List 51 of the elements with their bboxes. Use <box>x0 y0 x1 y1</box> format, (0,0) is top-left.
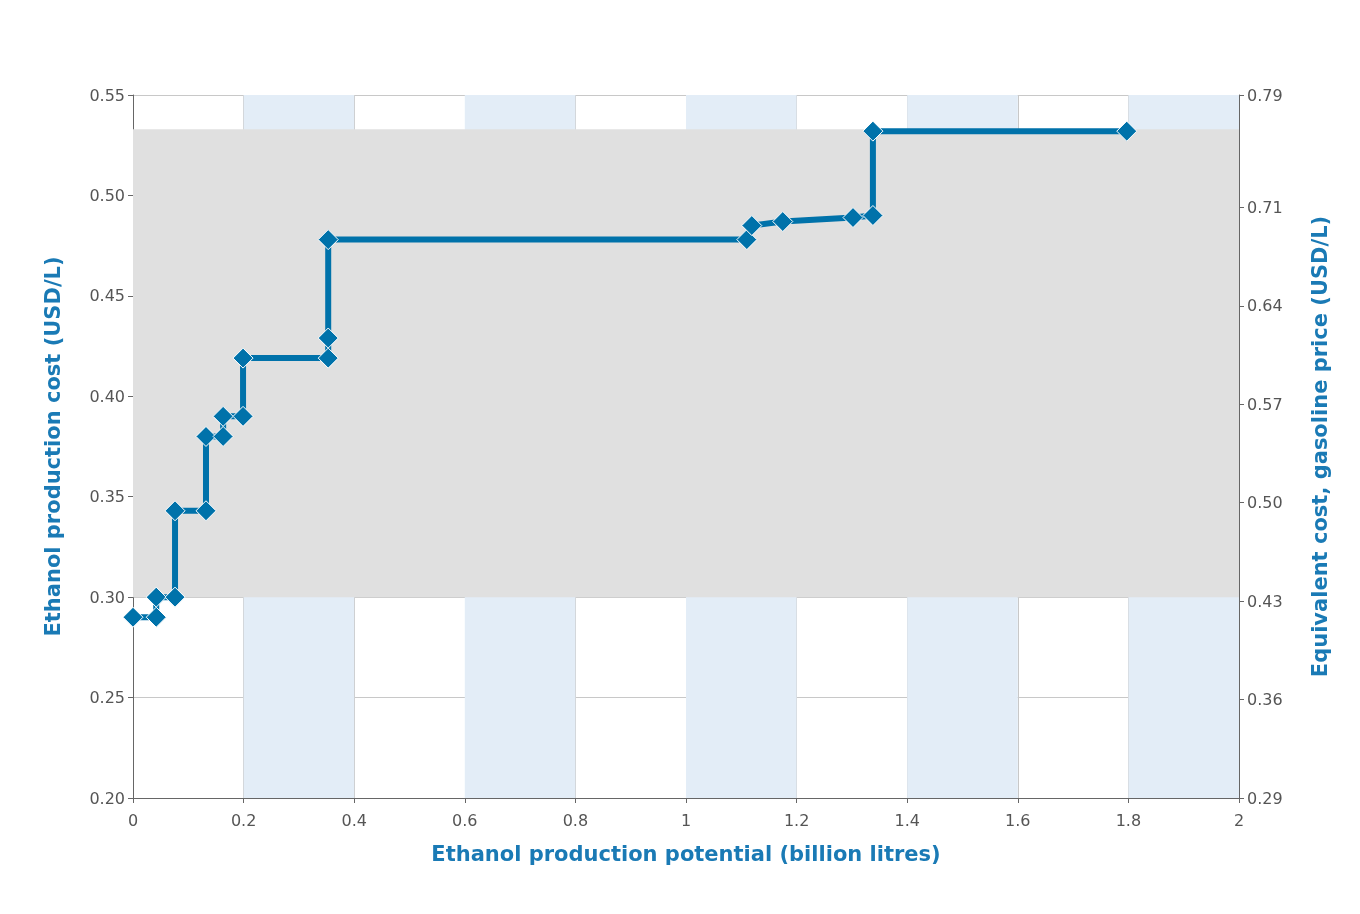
y2-tick-label: 0.79 <box>1247 85 1283 105</box>
point <box>195 500 217 522</box>
point <box>736 229 758 251</box>
point <box>317 347 339 369</box>
x-axis-title: Ethanol production potential (billion litres) <box>431 841 941 866</box>
point <box>1116 120 1138 142</box>
y2-tick-label: 0.29 <box>1247 788 1283 808</box>
point <box>145 606 167 628</box>
point <box>862 120 884 142</box>
y2-tick-label: 0.71 <box>1247 197 1283 217</box>
y2-axis-title: Equivalent cost, gasoline price (USD/L) <box>1307 215 1332 678</box>
point <box>195 425 217 447</box>
point <box>145 586 167 608</box>
point <box>232 405 254 427</box>
point <box>232 347 254 369</box>
y-tick-label: 0.20 <box>89 788 125 808</box>
y-tick-label: 0.25 <box>89 688 125 708</box>
y-tick-label: 0.40 <box>89 386 125 406</box>
y-tick-label: 0.35 <box>89 487 125 507</box>
y-tick-label: 0.55 <box>89 85 125 105</box>
x-tick-label: 1.4 <box>894 810 920 830</box>
y-axis-title: Ethanol production cost (USD/L) <box>40 256 65 637</box>
y2-tick-label: 0.36 <box>1247 690 1283 710</box>
y-tick-label: 0.50 <box>89 185 125 205</box>
point <box>212 405 234 427</box>
x-tick-label: 1.2 <box>783 810 810 830</box>
x-tick-label: 1 <box>680 810 692 830</box>
y2-tick-label: 0.57 <box>1247 394 1283 414</box>
point <box>842 207 864 229</box>
y-tick-label: 0.30 <box>89 587 125 607</box>
x-tick-label: 0 <box>127 810 139 830</box>
y2-tick-label: 0.43 <box>1247 591 1283 611</box>
point <box>317 327 339 349</box>
x-tick-label: 0.4 <box>341 810 367 830</box>
x-tick-label: 0.8 <box>562 810 589 830</box>
point <box>164 586 186 608</box>
point <box>317 229 339 251</box>
x-tick-label: 1.6 <box>1005 810 1031 830</box>
point <box>122 606 144 628</box>
point <box>212 425 234 447</box>
point <box>164 500 186 522</box>
x-tick-label: 0.6 <box>452 810 478 830</box>
point <box>862 205 884 227</box>
y-tick-label: 0.45 <box>89 286 125 306</box>
x-tick-label: 1.8 <box>1115 810 1142 830</box>
point <box>772 211 794 233</box>
y2-tick-label: 0.64 <box>1247 296 1283 316</box>
point <box>741 215 763 237</box>
y2-tick-label: 0.50 <box>1247 493 1283 513</box>
x-tick-label: 2 <box>1233 810 1245 830</box>
x-tick-label: 0.2 <box>230 810 257 830</box>
